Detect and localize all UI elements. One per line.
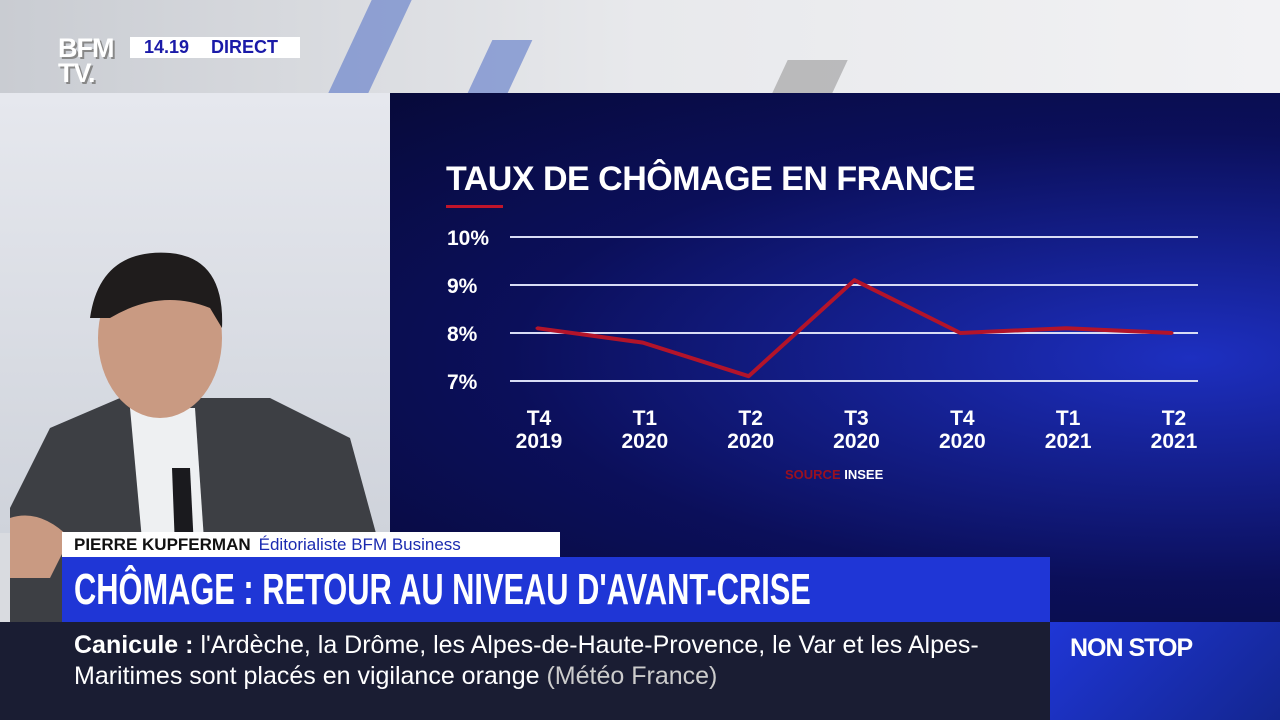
x-tick-label: T2 [738,407,763,430]
data-point [958,331,962,335]
bfmtv-logo: BFM TV. [58,33,114,88]
data-point [747,374,751,378]
speaker-name: PIERRE KUPFERMAN [74,534,251,554]
ticker-source: (Météo France) [546,662,718,690]
series-line [536,278,1173,379]
chart-title: TAUX DE CHÔMAGE EN FRANCE [446,160,976,198]
x-tick-label: 2020 [833,430,880,453]
clock: 14.19 [144,37,190,57]
x-tick-label: 2021 [1151,430,1198,453]
source-label: SOURCE [785,467,841,482]
y-tick-label: 8% [447,323,478,346]
x-tick-label: 2021 [1045,430,1092,453]
data-point [853,278,856,282]
live-badge: 14.19 DIRECT [130,37,300,58]
x-tick-label: T4 [527,407,552,430]
ticker-topic: Canicule [74,631,179,659]
ticker-text: l'Ardèche, la Drôme, les Alpes-de-Haute-… [74,631,979,690]
ticker-separator: : [185,631,194,659]
x-tick-label: 2020 [621,430,668,453]
speaker-role: Éditorialiste BFM Business [258,534,461,554]
news-ticker: Canicule : l'Ardèche, la Drôme, les Alpe… [0,622,1050,720]
x-tick-label: T1 [633,407,658,430]
data-point [535,326,539,330]
name-bar: PIERRE KUPFERMAN Éditorialiste BFM Busin… [62,532,560,557]
y-tick-label: 9% [447,275,478,298]
data-point [1064,326,1068,330]
headline: CHÔMAGE : RETOUR AU NIVEAU D'AVANT-CRISE [74,564,811,614]
chart-source: SOURCE INSEE [785,467,883,482]
x-tick-label: 2019 [516,430,563,453]
data-point [641,341,645,345]
live-label: DIRECT [211,37,279,57]
title-underline [446,205,503,208]
x-tick-label: T1 [1056,407,1081,430]
y-tick-label: 7% [447,371,478,394]
headline-bar: CHÔMAGE : RETOUR AU NIVEAU D'AVANT-CRISE [62,557,1050,622]
x-tick-label: 2020 [939,430,986,453]
x-tick-label: T3 [844,407,869,430]
x-tick-label: T4 [950,407,975,430]
x-tick-label: 2020 [727,430,774,453]
source-value: INSEE [844,467,884,482]
data-point [1170,331,1174,335]
x-tick-label: T2 [1162,407,1187,430]
channel-tag: NON STOP [1050,622,1280,720]
y-tick-label: 10% [447,227,489,250]
